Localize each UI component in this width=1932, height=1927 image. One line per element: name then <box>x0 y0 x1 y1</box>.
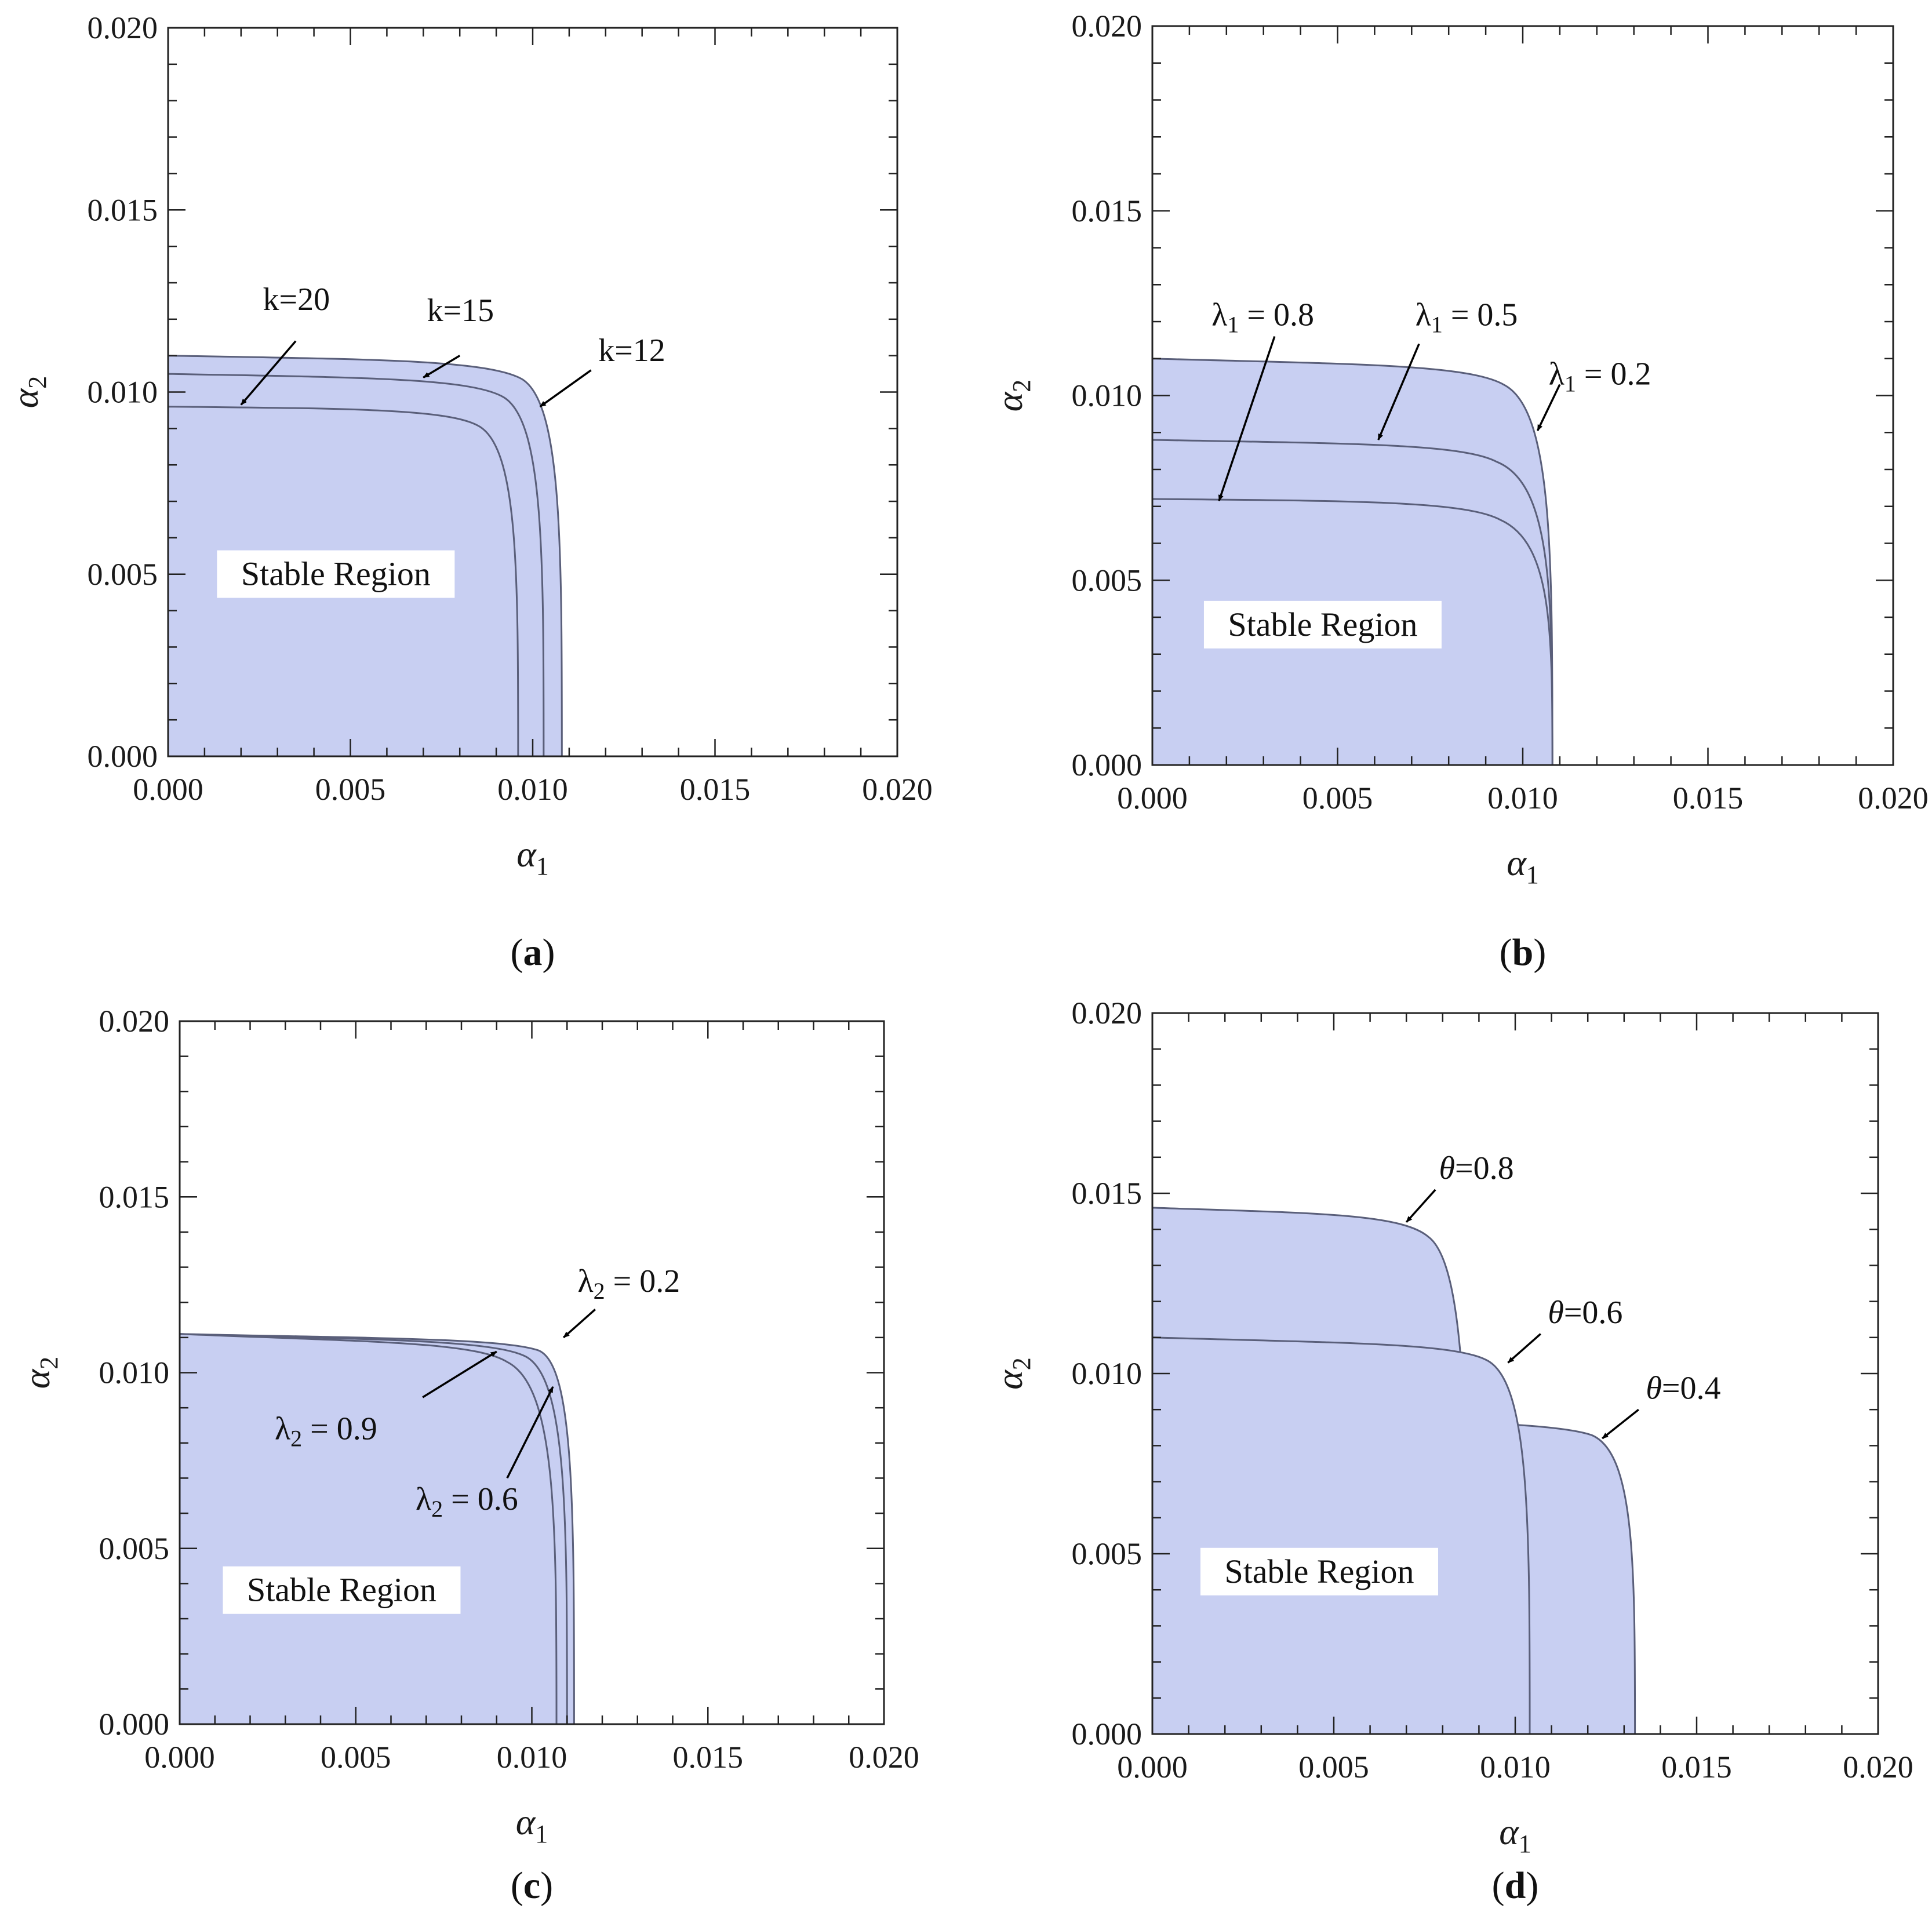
series-annotation-label: λ1 = 0.5 <box>1416 297 1518 337</box>
x-tick-label: 0.010 <box>497 772 568 807</box>
region-label-box <box>217 550 455 598</box>
annotation-arrow <box>1405 1189 1436 1223</box>
series-annotation-label: λ2 = 0.6 <box>416 1481 518 1522</box>
region-label-box <box>223 1566 461 1614</box>
axis-ticks <box>167 27 898 757</box>
series-annotation-label: λ2 = 0.9 <box>275 1411 377 1452</box>
x-tick-label: 0.005 <box>321 1740 391 1775</box>
x-tick-label: 0.010 <box>497 1740 567 1775</box>
annotation-arrow <box>1536 384 1561 431</box>
x-tick-label: 0.015 <box>1661 1750 1732 1784</box>
y-tick-label: 0.020 <box>1072 9 1143 43</box>
annotation-arrow <box>1602 1408 1639 1440</box>
y-tick-label: 0.020 <box>1072 996 1143 1030</box>
x-tick-label: 0.005 <box>1302 781 1373 815</box>
series-annotation-label: k=15 <box>427 293 494 329</box>
annotation-arrow <box>506 1386 554 1479</box>
x-tick-label: 0.020 <box>1858 781 1929 815</box>
series-annotation-label: θ=0.8 <box>1439 1150 1514 1186</box>
axis-ticks <box>1151 1012 1879 1735</box>
annotation-arrow <box>1218 336 1276 502</box>
stable-region-series-2 <box>1151 1336 1531 1735</box>
y-tick-label: 0.000 <box>99 1707 170 1742</box>
y-tick-label: 0.005 <box>1072 563 1143 598</box>
y-tick-label: 0.000 <box>1072 748 1143 782</box>
y-tick-label: 0.020 <box>99 1004 170 1039</box>
panel-caption: (d) <box>1492 1864 1539 1907</box>
stable-region-label: Stable Region <box>1224 1553 1414 1590</box>
series-annotation-label: k=12 <box>598 333 665 369</box>
panel-caption: (a) <box>511 931 555 974</box>
y-tick-label: 0.020 <box>88 10 158 45</box>
axis-ticks <box>1151 25 1894 766</box>
chart-panel-a: 0.000 0.005 0.010 0.015 0.020 0.000 0.005 0.010… <box>5 10 933 974</box>
x-tick-label: 0.015 <box>1673 781 1744 815</box>
series-annotation-label: λ2 = 0.2 <box>577 1263 680 1304</box>
annotation-arrow <box>563 1309 596 1339</box>
y-tick-label: 0.015 <box>88 192 158 227</box>
x-tick-label: 0.010 <box>1487 781 1558 815</box>
chart-panel-d: 0.000 0.005 0.010 0.015 0.020 0.000 0.005 0.010… <box>989 996 1913 1907</box>
y-tick-label: 0.010 <box>1072 378 1143 413</box>
x-tick-label: 0.015 <box>673 1740 744 1775</box>
stable-region-series-3 <box>179 1333 558 1725</box>
region-label-box <box>1200 1547 1438 1595</box>
y-tick-label: 0.000 <box>88 739 158 774</box>
series-annotation-label: k=20 <box>263 282 330 318</box>
y-tick-label: 0.005 <box>88 557 158 592</box>
annotation-arrow <box>422 1350 497 1398</box>
x-axis-label: α1 <box>1499 1811 1531 1858</box>
chart-panel-b: 0.000 0.005 0.010 0.015 0.020 0.000 0.005 0.010… <box>989 9 1929 974</box>
annotation-arrow <box>1377 343 1420 440</box>
x-axis-label: α1 <box>516 1801 548 1848</box>
y-axis-label: α2 <box>989 1357 1036 1390</box>
series-annotation-label: λ1 = 0.2 <box>1549 356 1651 396</box>
x-tick-label: 0.020 <box>862 772 933 807</box>
y-tick-label: 0.010 <box>1072 1356 1143 1391</box>
x-tick-label: 0.000 <box>1117 781 1188 815</box>
annotation-arrow <box>240 340 297 406</box>
y-tick-label: 0.015 <box>99 1179 170 1214</box>
series-annotation-label: θ=0.4 <box>1646 1371 1720 1407</box>
annotation-arrow <box>423 355 461 378</box>
series-annotation-label: θ=0.6 <box>1548 1295 1622 1331</box>
stable-region-label: Stable Region <box>1228 606 1417 643</box>
annotation-arrow <box>1507 1333 1541 1364</box>
stable-region-label: Stable Region <box>247 1571 436 1609</box>
x-tick-label: 0.010 <box>1480 1750 1551 1784</box>
x-tick-label: 0.005 <box>315 772 386 807</box>
x-axis-label: α1 <box>1507 842 1539 889</box>
y-axis-label: α2 <box>5 376 52 409</box>
panel-caption: (b) <box>1500 931 1547 974</box>
chart-panel-c: 0.000 0.005 0.010 0.015 0.020 0.000 0.005 0.010… <box>16 1004 919 1907</box>
y-tick-label: 0.010 <box>88 375 158 410</box>
x-tick-label: 0.000 <box>1117 1750 1188 1784</box>
y-tick-label: 0.005 <box>99 1531 170 1566</box>
x-tick-label: 0.000 <box>133 772 203 807</box>
y-tick-label: 0.015 <box>1072 194 1143 228</box>
annotation-arrow <box>539 369 592 408</box>
panel-caption: (c) <box>511 1864 553 1907</box>
series-annotation-label: λ1 = 0.8 <box>1211 297 1314 337</box>
axis-ticks <box>179 1020 885 1725</box>
x-tick-label: 0.005 <box>1298 1750 1369 1784</box>
y-axis-label: α2 <box>989 380 1036 412</box>
stable-region-label: Stable Region <box>241 555 431 593</box>
x-tick-label: 0.015 <box>680 772 751 807</box>
y-tick-label: 0.015 <box>1072 1176 1143 1211</box>
y-tick-label: 0.000 <box>1072 1717 1143 1751</box>
x-axis-label: α1 <box>516 833 549 880</box>
x-tick-label: 0.000 <box>144 1740 215 1775</box>
y-axis-label: α2 <box>16 1357 63 1389</box>
y-tick-label: 0.005 <box>1072 1536 1143 1571</box>
x-tick-label: 0.020 <box>849 1740 919 1775</box>
x-tick-label: 0.020 <box>1843 1750 1913 1784</box>
region-label-box <box>1203 600 1442 649</box>
y-tick-label: 0.010 <box>99 1356 170 1390</box>
